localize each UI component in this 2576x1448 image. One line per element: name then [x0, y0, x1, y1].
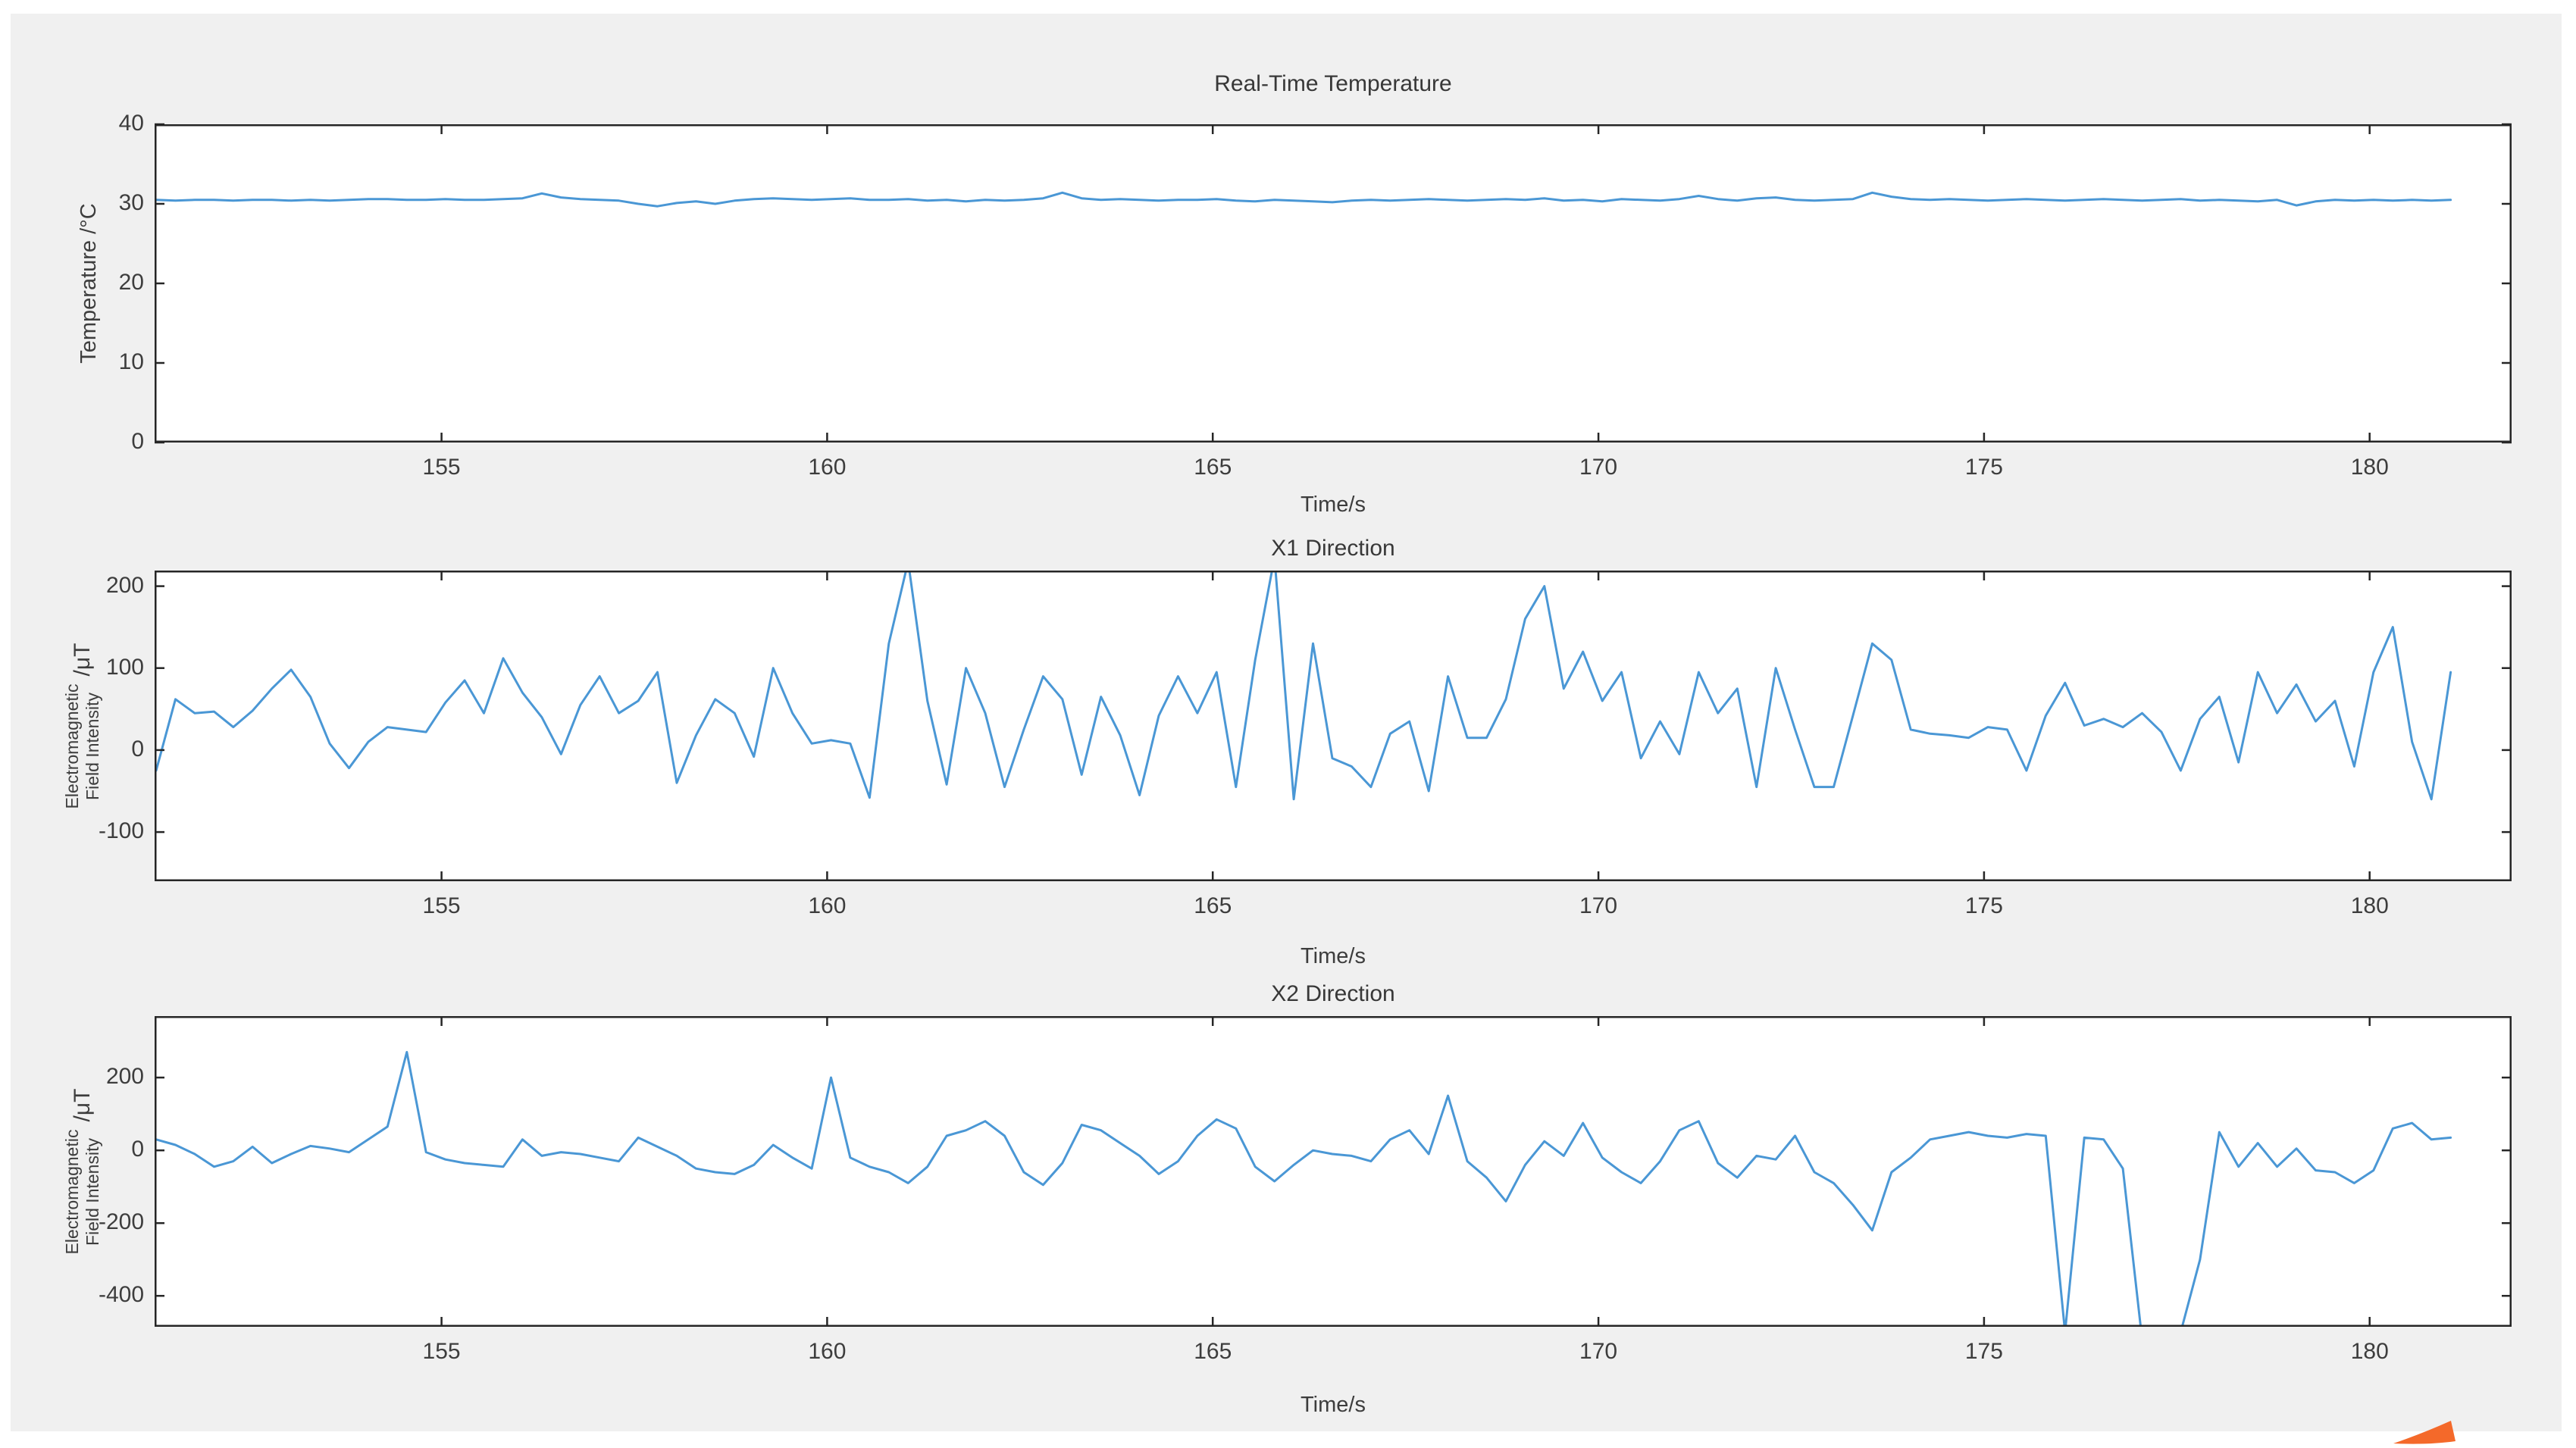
y-tick-label: 200	[105, 572, 144, 598]
x-tick-label: 165	[1194, 893, 1232, 918]
x-tick-label: 160	[808, 1339, 847, 1364]
x-tick-label: 155	[422, 1339, 461, 1364]
x-axis-label: Time/s	[1301, 1393, 1366, 1417]
data-line	[155, 1051, 2452, 1327]
x-tick-label: 170	[1579, 893, 1618, 918]
x-tick-label: 170	[1579, 455, 1618, 480]
x-axis-label: Time/s	[1301, 493, 1366, 517]
axes-area	[155, 123, 2512, 444]
x-tick-label: 180	[2350, 455, 2389, 480]
y-axis-label-text: Electromagnetic Field Intensity	[62, 1129, 102, 1255]
x-tick-label: 155	[422, 893, 461, 918]
x-tick-label: 160	[808, 455, 847, 480]
y-tick-label: -100	[98, 818, 144, 844]
x-tick-label: 165	[1194, 455, 1232, 480]
x-tick-label: 180	[2350, 1339, 2389, 1364]
axes-area	[155, 1016, 2512, 1327]
y-tick-label: 200	[105, 1064, 144, 1090]
plot-real-time-temperature: Real-Time Temperature Temperature /°C Ti…	[11, 14, 2562, 1431]
y-tick-label: -200	[98, 1209, 144, 1235]
plot-x1-direction: X1 Direction Electromagnetic Field Intens…	[11, 14, 2562, 1431]
y-axis-unit: /μT	[70, 643, 95, 677]
x-tick-label: 180	[2350, 893, 2389, 918]
orange-pointer-icon	[2393, 1421, 2455, 1444]
data-line	[155, 571, 2452, 801]
plot-x2-direction: X2 Direction Electromagnetic Field Intens…	[11, 14, 2562, 1431]
y-axis-label: Temperature /°C	[58, 124, 119, 443]
axes-area	[155, 571, 2512, 881]
y-tick-label: 0	[131, 1137, 144, 1162]
y-axis-unit: /μT	[70, 1088, 95, 1122]
y-tick-label: -400	[98, 1282, 144, 1308]
y-tick-label: 30	[118, 190, 144, 215]
y-tick-label: 40	[118, 111, 144, 136]
y-tick-label: 20	[118, 270, 144, 295]
y-axis-label-text: Temperature /°C	[76, 203, 101, 364]
y-tick-label: 100	[105, 654, 144, 680]
x-tick-label: 175	[1964, 1339, 2003, 1364]
y-axis-label-text: Electromagnetic Field Intensity	[62, 683, 102, 809]
y-axis-label: Electromagnetic Field Intensity /μT	[52, 1016, 113, 1327]
y-tick-label: 0	[131, 429, 144, 454]
x-axis-label: Time/s	[1301, 944, 1366, 968]
plot-title: X2 Direction	[1271, 981, 1395, 1006]
plot-title: Real-Time Temperature	[1214, 71, 1452, 96]
x-tick-label: 170	[1579, 1339, 1618, 1364]
figure-canvas: Real-Time Temperature Temperature /°C Ti…	[11, 14, 2562, 1444]
y-axis-label: Electromagnetic Field Intensity /μT	[52, 571, 113, 881]
x-tick-label: 160	[808, 893, 847, 918]
y-tick-label: 10	[118, 349, 144, 374]
x-tick-label: 155	[422, 455, 461, 480]
data-line	[155, 191, 2452, 208]
x-tick-label: 165	[1194, 1339, 1232, 1364]
y-tick-label: 0	[131, 736, 144, 762]
x-tick-label: 175	[1964, 455, 2003, 480]
plot-title: X1 Direction	[1271, 536, 1395, 561]
x-tick-label: 175	[1964, 893, 2003, 918]
